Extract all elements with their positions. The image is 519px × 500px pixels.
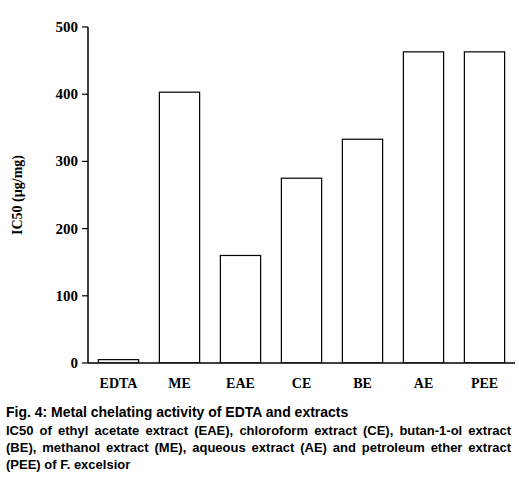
y-tick-label: 200 xyxy=(56,221,79,237)
y-tick xyxy=(82,295,88,296)
y-tick xyxy=(82,94,88,95)
y-tick xyxy=(82,26,88,27)
bar xyxy=(403,52,443,363)
caption-title: Fig. 4: Metal chelating activity of EDTA… xyxy=(6,404,511,421)
bar xyxy=(464,52,504,363)
bar xyxy=(220,255,260,363)
chart: 0 100 200 300 400 500 EDTA ME EAE CE BE AE PEE IC50 (… xyxy=(0,0,519,400)
y-tick-label: 300 xyxy=(56,153,79,169)
x-tick-label: PEE xyxy=(471,376,498,391)
x-tick-label: BE xyxy=(353,376,372,391)
y-tick xyxy=(82,228,88,229)
y-tick-label: 0 xyxy=(71,355,79,371)
x-axis xyxy=(88,362,515,364)
x-tick-label: ME xyxy=(168,376,191,391)
y-tick-label: 100 xyxy=(56,288,79,304)
caption-text: IC50 of ethyl acetate extract (EAE), chl… xyxy=(6,422,511,473)
y-axis-label: IC50 (µg/mg) xyxy=(10,155,26,235)
y-tick-label: 500 xyxy=(56,19,79,35)
x-tick-label: EAE xyxy=(226,376,255,391)
bar xyxy=(281,178,321,363)
y-tick-label: 400 xyxy=(56,86,79,102)
bar xyxy=(159,92,199,363)
bars xyxy=(98,52,504,363)
y-axis xyxy=(87,27,89,363)
x-tick-label: EDTA xyxy=(100,376,139,391)
x-tick-label: CE xyxy=(292,376,311,391)
y-tick xyxy=(82,161,88,162)
y-tick xyxy=(82,362,88,363)
x-tick-label: AE xyxy=(414,376,433,391)
bar xyxy=(342,139,382,363)
